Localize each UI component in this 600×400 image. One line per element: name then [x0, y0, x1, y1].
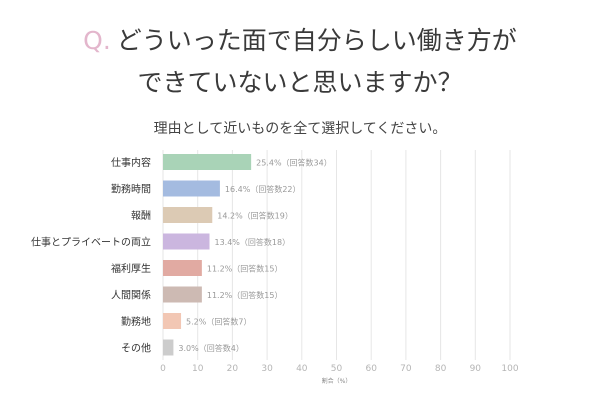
x-axis-label: 割合（%）: [322, 377, 352, 385]
x-tick-label: 90: [470, 364, 482, 374]
category-label: 仕事内容: [111, 156, 151, 169]
bar: [163, 154, 252, 170]
bar: [163, 233, 210, 250]
category-label: 福利厚生: [111, 262, 151, 275]
bar: [163, 180, 220, 197]
value-label: 14.2%（回答数19）: [217, 211, 293, 221]
bar: [163, 339, 174, 356]
category-label: 勤務地: [121, 315, 151, 328]
bar: [163, 207, 213, 223]
x-tick-label: 100: [501, 364, 518, 374]
question-title: Q. どういった面で自分らしい働き方が: [0, 24, 600, 57]
question-line-1: どういった面で自分らしい働き方が: [116, 26, 517, 55]
category-label: 報酬: [131, 210, 151, 222]
category-label: 人間関係: [111, 290, 151, 302]
bar: [163, 313, 182, 329]
bar: [163, 286, 202, 303]
x-tick-label: 50: [331, 364, 343, 374]
category-label: その他: [121, 342, 151, 355]
value-label: 3.0%（回答数4）: [178, 343, 243, 353]
x-tick-label: 60: [365, 364, 377, 374]
question-marker: Q.: [83, 26, 111, 55]
value-label: 11.2%（回答数15）: [207, 290, 283, 300]
category-label: 勤務時間: [111, 183, 151, 196]
value-label: 25.4%（回答数34）: [256, 158, 332, 168]
chart-subtitle: 理由として近いものを全て選択してください。: [153, 121, 447, 137]
question-line-2: できていないと思いますか？: [137, 68, 463, 97]
x-tick-label: 30: [261, 364, 273, 374]
value-label: 11.2%（回答数15）: [207, 264, 283, 274]
value-label: 5.2%（回答数7）: [186, 317, 251, 327]
x-tick-label: 20: [227, 364, 239, 374]
x-tick-label: 70: [400, 364, 412, 374]
bar: [163, 260, 202, 276]
x-tick-label: 40: [296, 364, 308, 374]
value-label: 16.4%（回答数22）: [225, 184, 301, 194]
x-tick-label: 80: [435, 364, 447, 374]
category-label: 仕事とプライベートの両立: [31, 236, 151, 249]
value-label: 13.4%（回答数18）: [214, 237, 290, 247]
x-tick-label: 0: [160, 364, 166, 374]
x-tick-label: 10: [192, 364, 204, 374]
